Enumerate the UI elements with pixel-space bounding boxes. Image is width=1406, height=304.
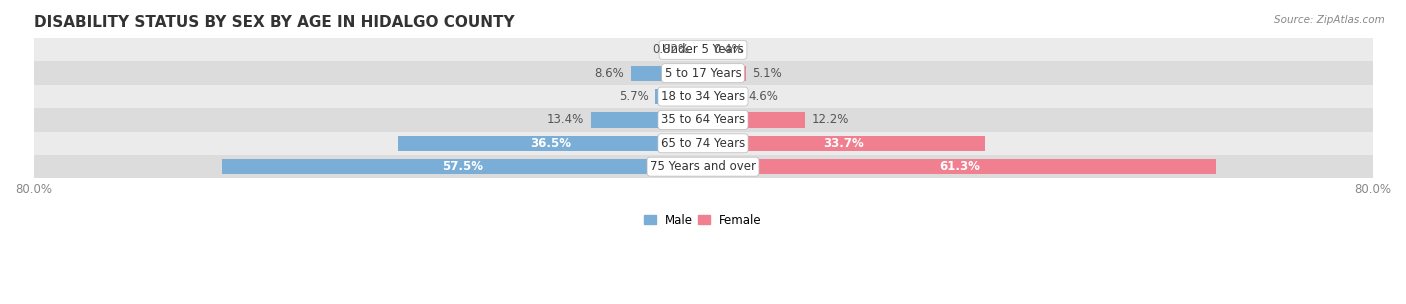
Text: 5.1%: 5.1% xyxy=(752,67,782,80)
Bar xyxy=(703,112,806,127)
Text: Source: ZipAtlas.com: Source: ZipAtlas.com xyxy=(1274,15,1385,25)
Bar xyxy=(703,66,745,81)
Bar xyxy=(696,42,703,57)
Bar xyxy=(34,85,1372,108)
Text: 36.5%: 36.5% xyxy=(530,137,571,150)
Text: 57.5%: 57.5% xyxy=(441,160,482,173)
Bar xyxy=(34,132,1372,155)
Text: 18 to 34 Years: 18 to 34 Years xyxy=(661,90,745,103)
Bar xyxy=(222,159,703,174)
Bar xyxy=(703,42,706,57)
Text: 5 to 17 Years: 5 to 17 Years xyxy=(665,67,741,80)
Bar xyxy=(34,38,1372,61)
Text: 4.6%: 4.6% xyxy=(748,90,778,103)
Bar xyxy=(703,89,741,104)
Text: 33.7%: 33.7% xyxy=(824,137,865,150)
Text: 12.2%: 12.2% xyxy=(811,113,849,126)
Text: 0.82%: 0.82% xyxy=(652,43,689,56)
Text: DISABILITY STATUS BY SEX BY AGE IN HIDALGO COUNTY: DISABILITY STATUS BY SEX BY AGE IN HIDAL… xyxy=(34,15,515,30)
Text: 0.4%: 0.4% xyxy=(713,43,742,56)
Text: 5.7%: 5.7% xyxy=(619,90,648,103)
Text: 61.3%: 61.3% xyxy=(939,160,980,173)
Bar xyxy=(703,159,1216,174)
Text: 13.4%: 13.4% xyxy=(547,113,583,126)
Bar xyxy=(703,136,986,151)
Text: 8.6%: 8.6% xyxy=(595,67,624,80)
Bar xyxy=(398,136,703,151)
Text: 65 to 74 Years: 65 to 74 Years xyxy=(661,137,745,150)
Text: Under 5 Years: Under 5 Years xyxy=(662,43,744,56)
Bar xyxy=(591,112,703,127)
Bar xyxy=(655,89,703,104)
Legend: Male, Female: Male, Female xyxy=(640,209,766,231)
Bar xyxy=(34,61,1372,85)
Text: 75 Years and over: 75 Years and over xyxy=(650,160,756,173)
Bar xyxy=(34,108,1372,132)
Text: 35 to 64 Years: 35 to 64 Years xyxy=(661,113,745,126)
Bar xyxy=(34,155,1372,178)
Bar xyxy=(631,66,703,81)
